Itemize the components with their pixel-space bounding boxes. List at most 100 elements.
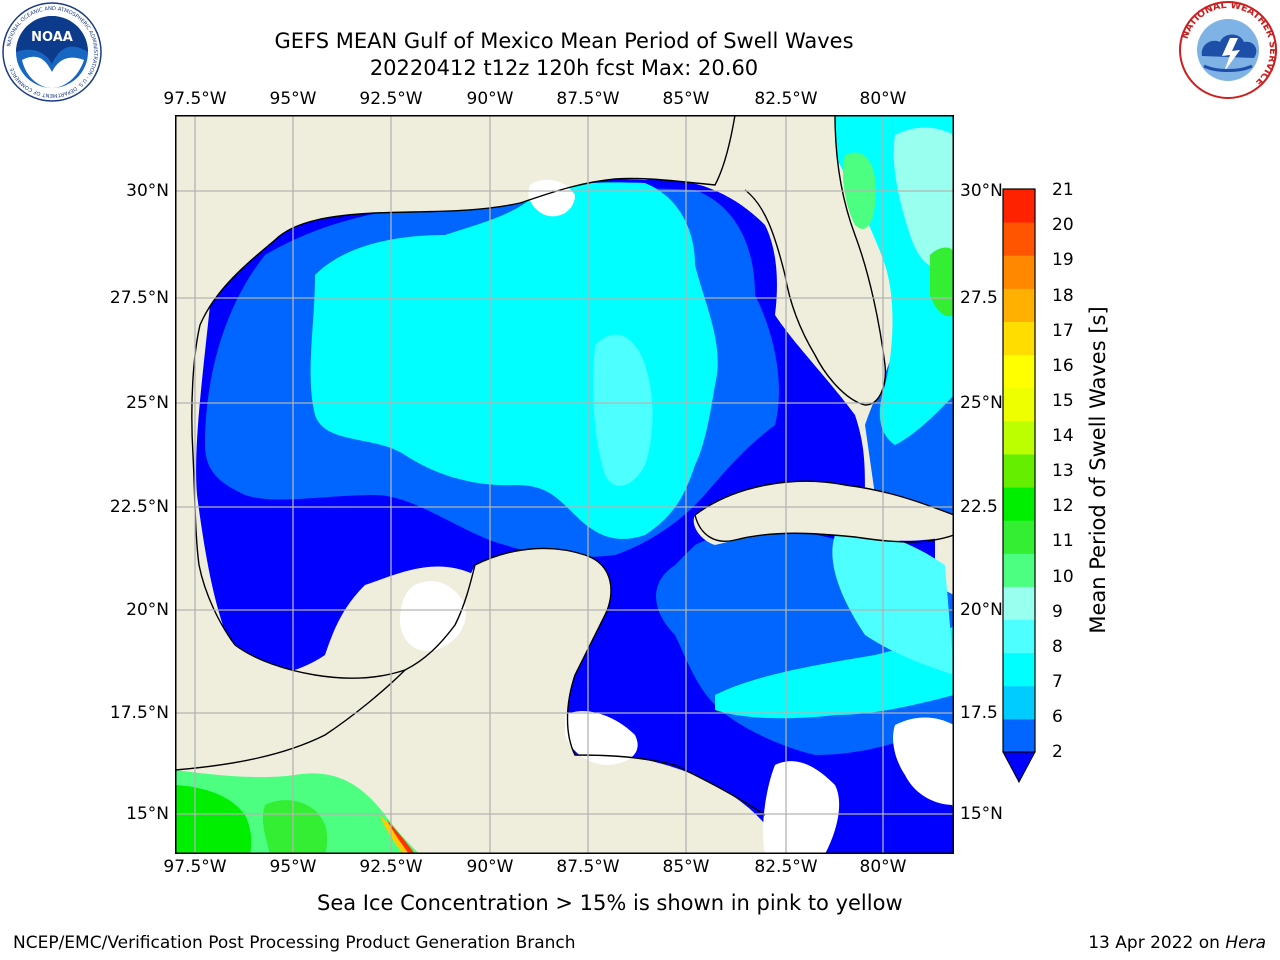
colorbar-band [1003, 652, 1035, 687]
branch-credit: NCEP/EMC/Verification Post Processing Pr… [13, 933, 576, 953]
nodata-patch [400, 581, 466, 651]
caribbean-water-lightcyan [832, 532, 954, 675]
date-credit: 13 Apr 2022 on Hera [1088, 933, 1266, 953]
colorbar-tick: 14 [1052, 426, 1074, 446]
lat-tick-right: 15°N [960, 804, 1003, 824]
lon-tick-bottom: 82.5°W [754, 857, 818, 877]
lon-tick-bottom: 80°W [859, 857, 907, 877]
coastlines [175, 115, 954, 816]
land-north-coast [175, 115, 735, 565]
colorbar-tick: 9 [1052, 602, 1063, 622]
lon-tick-bottom: 95°W [269, 857, 317, 877]
colorbar-band [1003, 387, 1035, 422]
colorbar-tick: 10 [1052, 567, 1074, 587]
noaa-wordmark: NOAA [31, 30, 73, 45]
colorbar-tick: 17 [1052, 321, 1074, 341]
colorbar-tick: 16 [1052, 356, 1074, 376]
colorbar-band [1003, 189, 1035, 223]
colorbar-tick: 15 [1052, 391, 1074, 411]
colorbar-band [1003, 553, 1035, 587]
colorbar-band [1003, 453, 1035, 488]
lon-tick-bottom: 90°W [466, 857, 514, 877]
chart-subtitle: 20220412 t12z 120h fcst Max: 20.60 [369, 56, 759, 80]
colorbar-tick: 11 [1052, 531, 1074, 551]
lon-tick-bottom: 97.5°W [163, 857, 227, 877]
colorbar-tick: 7 [1052, 672, 1063, 692]
land-yucatan [355, 548, 611, 854]
lon-tick-top: 95°W [269, 89, 317, 109]
colorbar-band [1003, 222, 1035, 256]
land-central-america [595, 754, 785, 854]
colorbar-tick: 20 [1052, 215, 1074, 235]
land-cuba [693, 481, 954, 545]
colorbar-band [1003, 321, 1035, 356]
sea-ice-note: Sea Ice Concentration > 15% is shown in … [317, 891, 903, 915]
colorbar-band [1003, 619, 1035, 654]
colorbar-tick: 13 [1052, 461, 1074, 481]
colorbar-extend-arrow [1002, 751, 1036, 784]
lat-tick-right: 22.5 [960, 497, 998, 517]
colorbar-tick: 12 [1052, 496, 1074, 516]
map-svg [175, 115, 954, 854]
lon-tick-top: 80°W [859, 89, 907, 109]
lat-tick-left: 30°N [126, 181, 169, 201]
lon-tick-top: 97.5°W [163, 89, 227, 109]
lon-tick-bottom: 85°W [662, 857, 710, 877]
lat-tick-left: 25°N [126, 393, 169, 413]
lon-tick-top: 87.5°W [556, 89, 620, 109]
lat-tick-left: 15°N [126, 804, 169, 824]
nodata-patch [565, 711, 638, 765]
lon-tick-bottom: 87.5°W [556, 857, 620, 877]
lat-tick-right: 27.5 [960, 288, 998, 308]
colorbar-band [1003, 487, 1035, 521]
nws-logo: NATIONAL WEATHER SERVICE [1178, 0, 1278, 100]
colorbar [1002, 188, 1036, 784]
colorbar-band [1003, 520, 1035, 554]
nodata-patch [893, 717, 954, 805]
lat-tick-right: 30°N [960, 181, 1003, 201]
gridlines [175, 115, 954, 854]
colorbar-band [1003, 586, 1035, 621]
colorbar-tick: 8 [1052, 637, 1063, 657]
noaa-logo: NATIONAL OCEANIC AND ATMOSPHERIC ADMINIS… [2, 2, 102, 102]
caribbean-water-cyan [715, 625, 954, 719]
lon-tick-bottom: 92.5°W [359, 857, 423, 877]
lat-tick-right: 20°N [960, 600, 1003, 620]
pacific-water-green [175, 785, 252, 854]
colorbar-svg [1002, 188, 1036, 784]
lat-tick-left: 27.5°N [109, 288, 169, 308]
machine-name: Hera [1225, 933, 1266, 953]
map-border [175, 115, 954, 854]
land-florida [733, 115, 886, 405]
colorbar-frame [1002, 188, 1036, 753]
colorbar-tick: 21 [1052, 180, 1074, 200]
lat-tick-left: 17.5°N [109, 703, 169, 723]
map-panel [175, 115, 954, 854]
colorbar-tick: 18 [1052, 286, 1074, 306]
colorbar-label-text: Mean Period of Swell Waves [s] [1086, 306, 1110, 634]
colorbar-tick: 2 [1052, 742, 1063, 762]
lat-tick-right: 25°N [960, 393, 1003, 413]
chart-title: GEFS MEAN Gulf of Mexico Mean Period of … [274, 29, 854, 53]
lon-tick-top: 92.5°W [359, 89, 423, 109]
colorbar-band [1003, 288, 1035, 322]
pacific-water-red [387, 820, 415, 854]
colorbar-band [1003, 685, 1035, 720]
colorbar-tick: 6 [1052, 707, 1063, 727]
atlantic-water-pale [893, 127, 954, 269]
colorbar-band [1003, 420, 1035, 455]
nodata-patch [763, 761, 840, 854]
atlantic-water-green2 [930, 247, 954, 317]
lon-tick-top: 90°W [466, 89, 514, 109]
lat-tick-left: 20°N [126, 600, 169, 620]
gulf-water-lightcyan [593, 334, 653, 486]
lat-tick-right: 17.5 [960, 703, 998, 723]
lat-tick-left: 22.5°N [109, 497, 169, 517]
lon-tick-top: 85°W [662, 89, 710, 109]
colorbar-band [1003, 718, 1035, 753]
colorbar-tick: 19 [1052, 250, 1074, 270]
lon-tick-top: 82.5°W [754, 89, 818, 109]
colorbar-band [1003, 255, 1035, 289]
colorbar-band [1003, 354, 1035, 389]
date-text: 13 Apr 2022 on [1088, 933, 1226, 953]
